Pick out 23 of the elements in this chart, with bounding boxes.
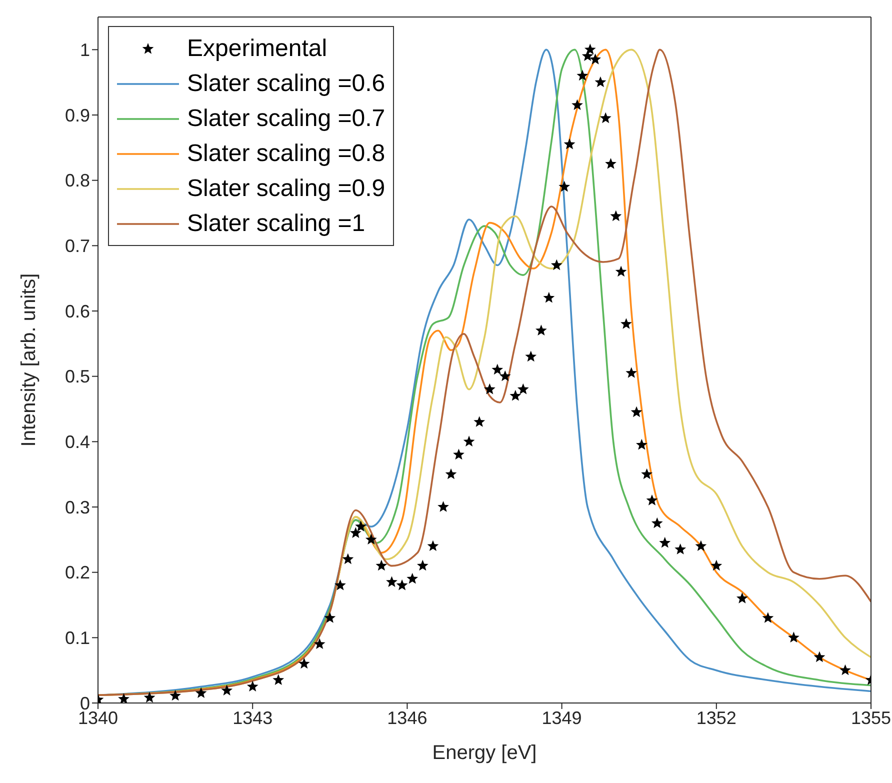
x-tick-label: 1343 [232, 708, 273, 728]
legend-label: Experimental [187, 34, 328, 62]
x-tick-label: 1355 [850, 708, 892, 728]
y-tick-label: 0.5 [64, 366, 90, 387]
x-tick-label: 1352 [696, 708, 736, 728]
y-tick-label: 1 [80, 40, 90, 60]
y-tick-label: 0.2 [64, 562, 90, 583]
legend-label: Slater scaling =0.6 [187, 70, 386, 98]
y-tick-label: 0.4 [64, 432, 90, 452]
x-axis-title: Energy [eV] [432, 742, 537, 764]
y-tick-label: 0.8 [64, 170, 90, 191]
y-tick-label: 0.1 [64, 628, 90, 648]
legend-label: Slater scaling =0.9 [187, 174, 386, 202]
legend-label: Slater scaling =1 [187, 210, 366, 238]
y-tick-label: 0.9 [64, 105, 90, 126]
y-axis-title: Intensity [arb. units] [18, 273, 40, 447]
y-tick-label: 0.3 [64, 497, 90, 518]
legend-label: Slater scaling =0.7 [187, 104, 386, 132]
y-tick-label: 0.7 [64, 236, 90, 256]
y-tick-label: 0.6 [64, 301, 90, 322]
legend-label: Slater scaling =0.8 [187, 140, 386, 168]
x-tick-label: 1349 [542, 708, 582, 728]
x-tick-label: 1346 [387, 708, 428, 728]
